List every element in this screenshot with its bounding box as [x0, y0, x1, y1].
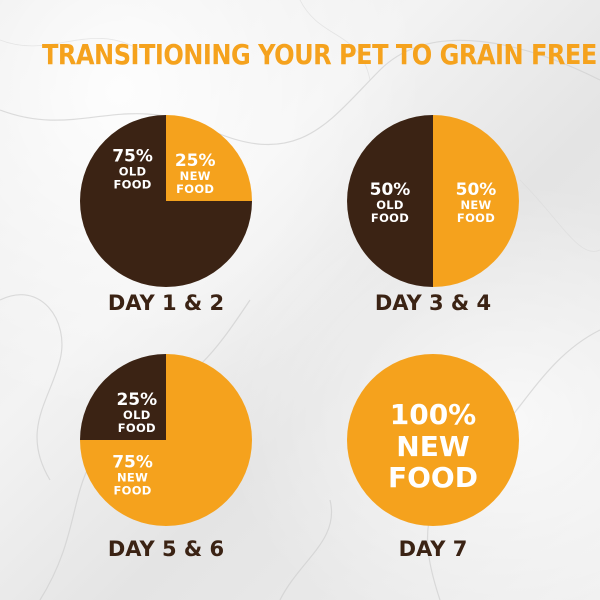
slice-percent-label: 75%	[112, 452, 153, 472]
slice-label-line2: FOOD	[457, 211, 495, 225]
pie-slice-new-food	[433, 115, 519, 287]
slice-label-line1: NEW	[396, 430, 470, 463]
slice-percent-label: 50%	[370, 180, 411, 200]
slice-label-line1: OLD	[123, 408, 151, 422]
slice-label-line2: FOOD	[371, 211, 409, 225]
slice-percent-label: 25%	[175, 151, 216, 171]
slice-label-line2: FOOD	[113, 178, 151, 192]
pie-slice-old-food	[347, 115, 433, 287]
pie-slice-new-food	[166, 115, 252, 201]
day-label: DAY 7	[399, 537, 468, 561]
slice-label-line2: FOOD	[113, 483, 151, 497]
slice-label-line1: NEW	[180, 169, 211, 183]
slice-label-line1: NEW	[117, 470, 148, 484]
slice-label-line1: OLD	[119, 165, 147, 179]
pie-slice-old-food	[80, 354, 166, 440]
slice-label-line2: FOOD	[176, 182, 214, 196]
day-label: DAY 5 & 6	[108, 537, 224, 561]
slice-percent-label: 100%	[390, 398, 477, 431]
slice-percent-label: 50%	[456, 180, 497, 200]
pie-slice-new-food	[347, 354, 519, 526]
slice-percent-label: 25%	[116, 390, 157, 410]
day-label: DAY 3 & 4	[375, 291, 491, 315]
slice-label-line2: FOOD	[118, 421, 156, 435]
slice-label-line2: FOOD	[388, 461, 478, 494]
slice-percent-label: 75%	[112, 147, 153, 167]
pie-slice-old-food	[80, 115, 252, 287]
slice-label-line1: OLD	[376, 198, 404, 212]
page-title: TRANSITIONING YOUR PET TO GRAIN FREE	[42, 38, 597, 71]
day-label: DAY 1 & 2	[108, 291, 224, 315]
slice-label-line1: NEW	[460, 198, 491, 212]
